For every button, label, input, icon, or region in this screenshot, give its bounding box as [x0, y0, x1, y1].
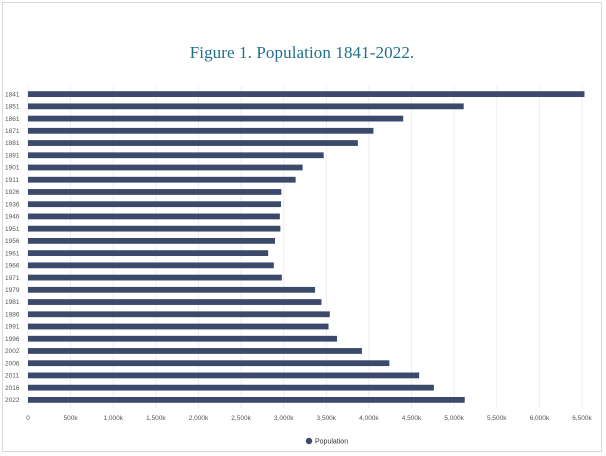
- bar: [28, 396, 465, 403]
- y-tick-label: 1851: [5, 104, 20, 111]
- bar: [28, 176, 296, 183]
- bar: [28, 250, 269, 257]
- chart-title: Figure 1. Population 1841-2022.: [189, 43, 415, 62]
- bar: [28, 286, 316, 293]
- bar: [28, 115, 404, 122]
- y-tick-label: 1991: [5, 324, 20, 331]
- y-tick-label: 1946: [5, 214, 20, 221]
- bar: [28, 127, 374, 134]
- bar: [28, 311, 330, 318]
- x-tick-label: 0: [26, 415, 30, 422]
- y-tick-label: 1861: [5, 116, 20, 123]
- bar: [28, 213, 280, 220]
- x-tick-label: 4,000k: [359, 415, 379, 422]
- bar: [28, 152, 324, 159]
- y-tick-label: 1841: [5, 91, 20, 98]
- x-tick-label: 1,500k: [146, 415, 166, 422]
- x-tick-label: 5,000k: [444, 415, 464, 422]
- y-tick-label: 1911: [5, 177, 19, 184]
- bar: [28, 91, 585, 98]
- bar: [28, 103, 464, 110]
- bar: [28, 299, 322, 305]
- y-tick-label: 1961: [5, 250, 20, 257]
- legend-label: Population: [315, 439, 348, 446]
- y-tick-label: 1966: [5, 263, 20, 270]
- bar: [28, 225, 281, 232]
- y-tick-label: 2002: [5, 348, 20, 355]
- x-tick-label: 6,000k: [530, 415, 550, 422]
- bar: [28, 274, 282, 281]
- x-tick-label: 4,500k: [402, 415, 422, 422]
- y-tick-label: 2011: [5, 373, 19, 380]
- legend-marker: [305, 437, 313, 445]
- y-tick-label: 1871: [5, 128, 20, 135]
- x-tick-label: 6,500k: [572, 415, 592, 422]
- y-tick-label: 1891: [5, 152, 20, 159]
- bar: [28, 360, 390, 367]
- y-tick-label: 2006: [5, 360, 20, 367]
- y-tick-label: 2016: [5, 385, 20, 392]
- x-tick-label: 3,500k: [317, 415, 337, 422]
- y-tick-label: 1936: [5, 201, 20, 208]
- bar: [28, 323, 329, 330]
- bar: [28, 348, 362, 354]
- y-tick-label: 1971: [5, 275, 20, 282]
- bar: [28, 384, 434, 391]
- x-tick-label: 2,500k: [231, 415, 251, 422]
- bar: [28, 189, 282, 195]
- y-tick-label: 1926: [5, 189, 20, 196]
- x-tick-label: 2,000k: [189, 415, 209, 422]
- y-tick-label: 1996: [5, 336, 20, 343]
- x-tick-label: 3,000k: [274, 415, 294, 422]
- bar: [28, 140, 358, 146]
- y-tick-label: 1951: [5, 226, 20, 233]
- bar: [28, 201, 281, 208]
- bar: [28, 372, 420, 379]
- x-tick-label: 5,500k: [487, 415, 507, 422]
- bar: [28, 262, 274, 269]
- y-tick-label: 1979: [5, 287, 20, 294]
- y-tick-label: 1956: [5, 238, 20, 245]
- y-tick-label: 1901: [5, 165, 20, 172]
- y-tick-label: 1981: [5, 299, 20, 306]
- y-tick-label: 2022: [5, 397, 20, 404]
- bar: [28, 335, 338, 342]
- x-tick-label: 500k: [64, 415, 79, 422]
- bar: [28, 164, 303, 171]
- y-tick-label: 1986: [5, 311, 20, 318]
- y-tick-label: 1881: [5, 140, 20, 147]
- bar: [28, 237, 275, 244]
- x-tick-label: 1,000k: [103, 415, 123, 422]
